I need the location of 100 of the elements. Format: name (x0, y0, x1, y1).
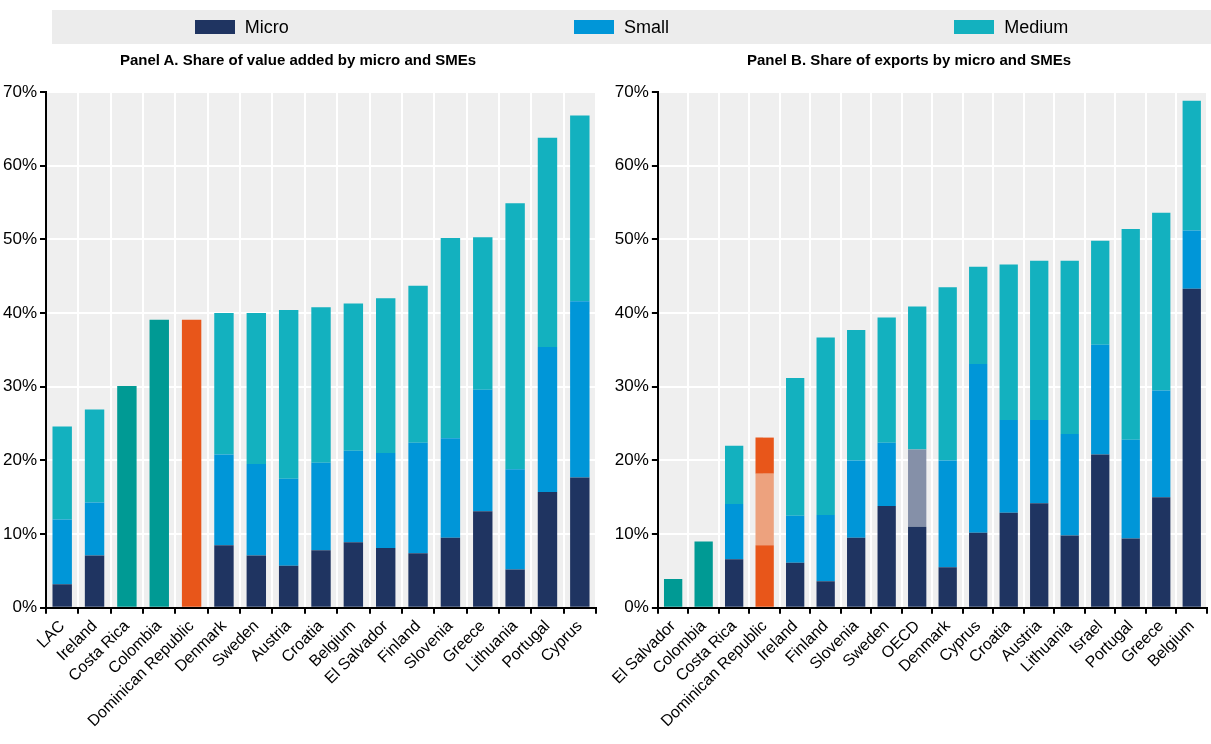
bar (755, 437, 774, 474)
bar (816, 514, 835, 582)
bar (1121, 439, 1140, 539)
y-tick-label: 20% (614, 450, 649, 470)
bar (1030, 260, 1049, 420)
bar (84, 409, 105, 503)
bar (786, 377, 805, 516)
bar (52, 519, 72, 585)
bar (755, 473, 774, 546)
bar (786, 515, 805, 563)
bar (725, 445, 744, 504)
bar (1091, 240, 1110, 345)
legend-label: Micro (244, 16, 289, 38)
bar (938, 567, 957, 607)
bar (570, 301, 590, 478)
y-tick-label: 70% (614, 81, 649, 101)
bar (969, 266, 988, 364)
y-tick-label: 60% (614, 155, 649, 175)
bar (278, 478, 299, 566)
bar (376, 298, 396, 454)
bar (725, 559, 744, 607)
bar (278, 565, 299, 607)
bar (311, 550, 331, 607)
bar (505, 469, 525, 570)
bar (908, 449, 927, 527)
bar (1060, 433, 1079, 536)
bar (473, 389, 493, 512)
y-tick-label: 10% (614, 523, 649, 543)
bar (408, 442, 428, 554)
bar (755, 545, 774, 607)
bar (84, 555, 105, 607)
bar (440, 537, 461, 607)
bar (999, 419, 1018, 513)
y-tick-label: 60% (2, 155, 38, 175)
bar (343, 542, 364, 607)
bar (214, 454, 234, 546)
bar (311, 462, 331, 551)
bar (877, 506, 896, 607)
bar (52, 426, 72, 520)
bar (343, 450, 364, 543)
bar (908, 306, 927, 450)
bar (408, 553, 428, 607)
bar (663, 579, 683, 607)
bar (149, 319, 169, 607)
bar (1091, 454, 1110, 607)
y-tick-label: 10% (2, 523, 38, 543)
y-tick-label: 50% (614, 229, 649, 249)
bar (938, 287, 957, 461)
bar (999, 512, 1018, 607)
legend-label: Medium (1004, 16, 1069, 38)
bar (938, 460, 957, 568)
bar (343, 303, 364, 451)
bar (847, 537, 866, 607)
bar (1121, 229, 1140, 440)
bar (117, 386, 137, 607)
bar (537, 492, 558, 607)
bar (311, 307, 331, 463)
bar (847, 460, 866, 538)
bar (969, 532, 988, 607)
bar (694, 541, 713, 607)
chart-title: Panel B. Share of exports by micro and SMEs (746, 51, 1072, 69)
bar (246, 313, 267, 465)
bar (877, 317, 896, 443)
bar (1060, 260, 1079, 434)
bar (278, 310, 299, 479)
bar (376, 453, 396, 549)
y-tick-label: 0% (12, 597, 38, 617)
bar (1030, 503, 1049, 607)
bar (214, 313, 234, 455)
y-tick-label: 30% (2, 376, 38, 396)
bar (816, 337, 835, 515)
bar (246, 464, 267, 556)
bar (570, 115, 590, 302)
bar (1091, 344, 1110, 455)
bar (505, 203, 525, 470)
bar (969, 363, 988, 533)
y-tick-label: 30% (614, 376, 649, 396)
legend-label: Small (623, 16, 669, 38)
bar (84, 502, 105, 556)
bar (725, 503, 744, 560)
bar (570, 477, 590, 607)
y-tick-label: 40% (2, 302, 38, 322)
bar (52, 584, 72, 607)
bar (473, 511, 493, 607)
bar (1060, 535, 1079, 607)
bar (1121, 538, 1140, 607)
bar (505, 569, 525, 607)
bar (473, 237, 493, 390)
bar (408, 285, 428, 443)
bar (376, 548, 396, 607)
bar (847, 330, 866, 461)
bar (908, 526, 927, 607)
y-tick-label: 50% (2, 229, 38, 249)
bar (1182, 288, 1201, 607)
bar (537, 346, 558, 493)
bar (877, 442, 896, 507)
bar (816, 581, 835, 607)
chart-title: Panel A. Share of value added by micro and SMEs (119, 51, 477, 69)
y-tick-label: 70% (2, 81, 38, 101)
bar (181, 319, 202, 607)
